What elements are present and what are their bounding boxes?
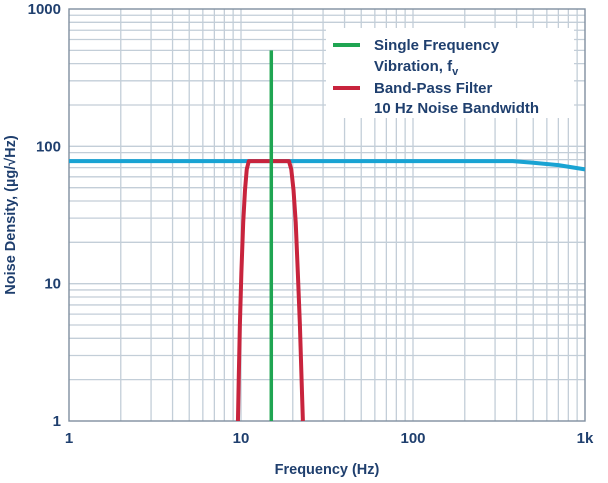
series-layer [69,50,586,422]
x-tick-label: 1k [577,430,594,447]
y-axis-title: Noise Density, (µg/√Hz) [3,135,19,295]
y-tick-label: 100 [36,138,61,155]
x-axis-title: Frequency (Hz) [275,462,380,478]
x-tick-label: 100 [400,430,425,447]
series-line-noise-density [69,159,586,172]
legend-label-single-frequency-line2: Vibration, fv [374,58,459,78]
y-tick-label: 10 [44,276,61,293]
plot-frame [68,8,586,422]
legend-label-band-pass-line1: Band-Pass Filter [374,80,493,97]
y-tick-labels: 1 10 100 1000 [28,1,61,430]
x-tick-label: 10 [233,430,250,447]
legend-label-band-pass-line2: 10 Hz Noise Bandwidth [374,100,539,117]
y-tick-label: 1000 [28,1,61,18]
y-tick-label: 1 [53,413,61,430]
legend-vibration-text: Vibration, f [374,58,453,75]
legend: Single Frequency Vibration, fv Band-Pass… [326,28,574,118]
legend-subscript-v: v [452,66,459,78]
legend-background [326,28,574,118]
x-tick-labels: 1 10 100 1k [65,430,594,447]
legend-label-single-frequency-line1: Single Frequency [374,37,500,54]
x-tick-label: 1 [65,430,73,447]
